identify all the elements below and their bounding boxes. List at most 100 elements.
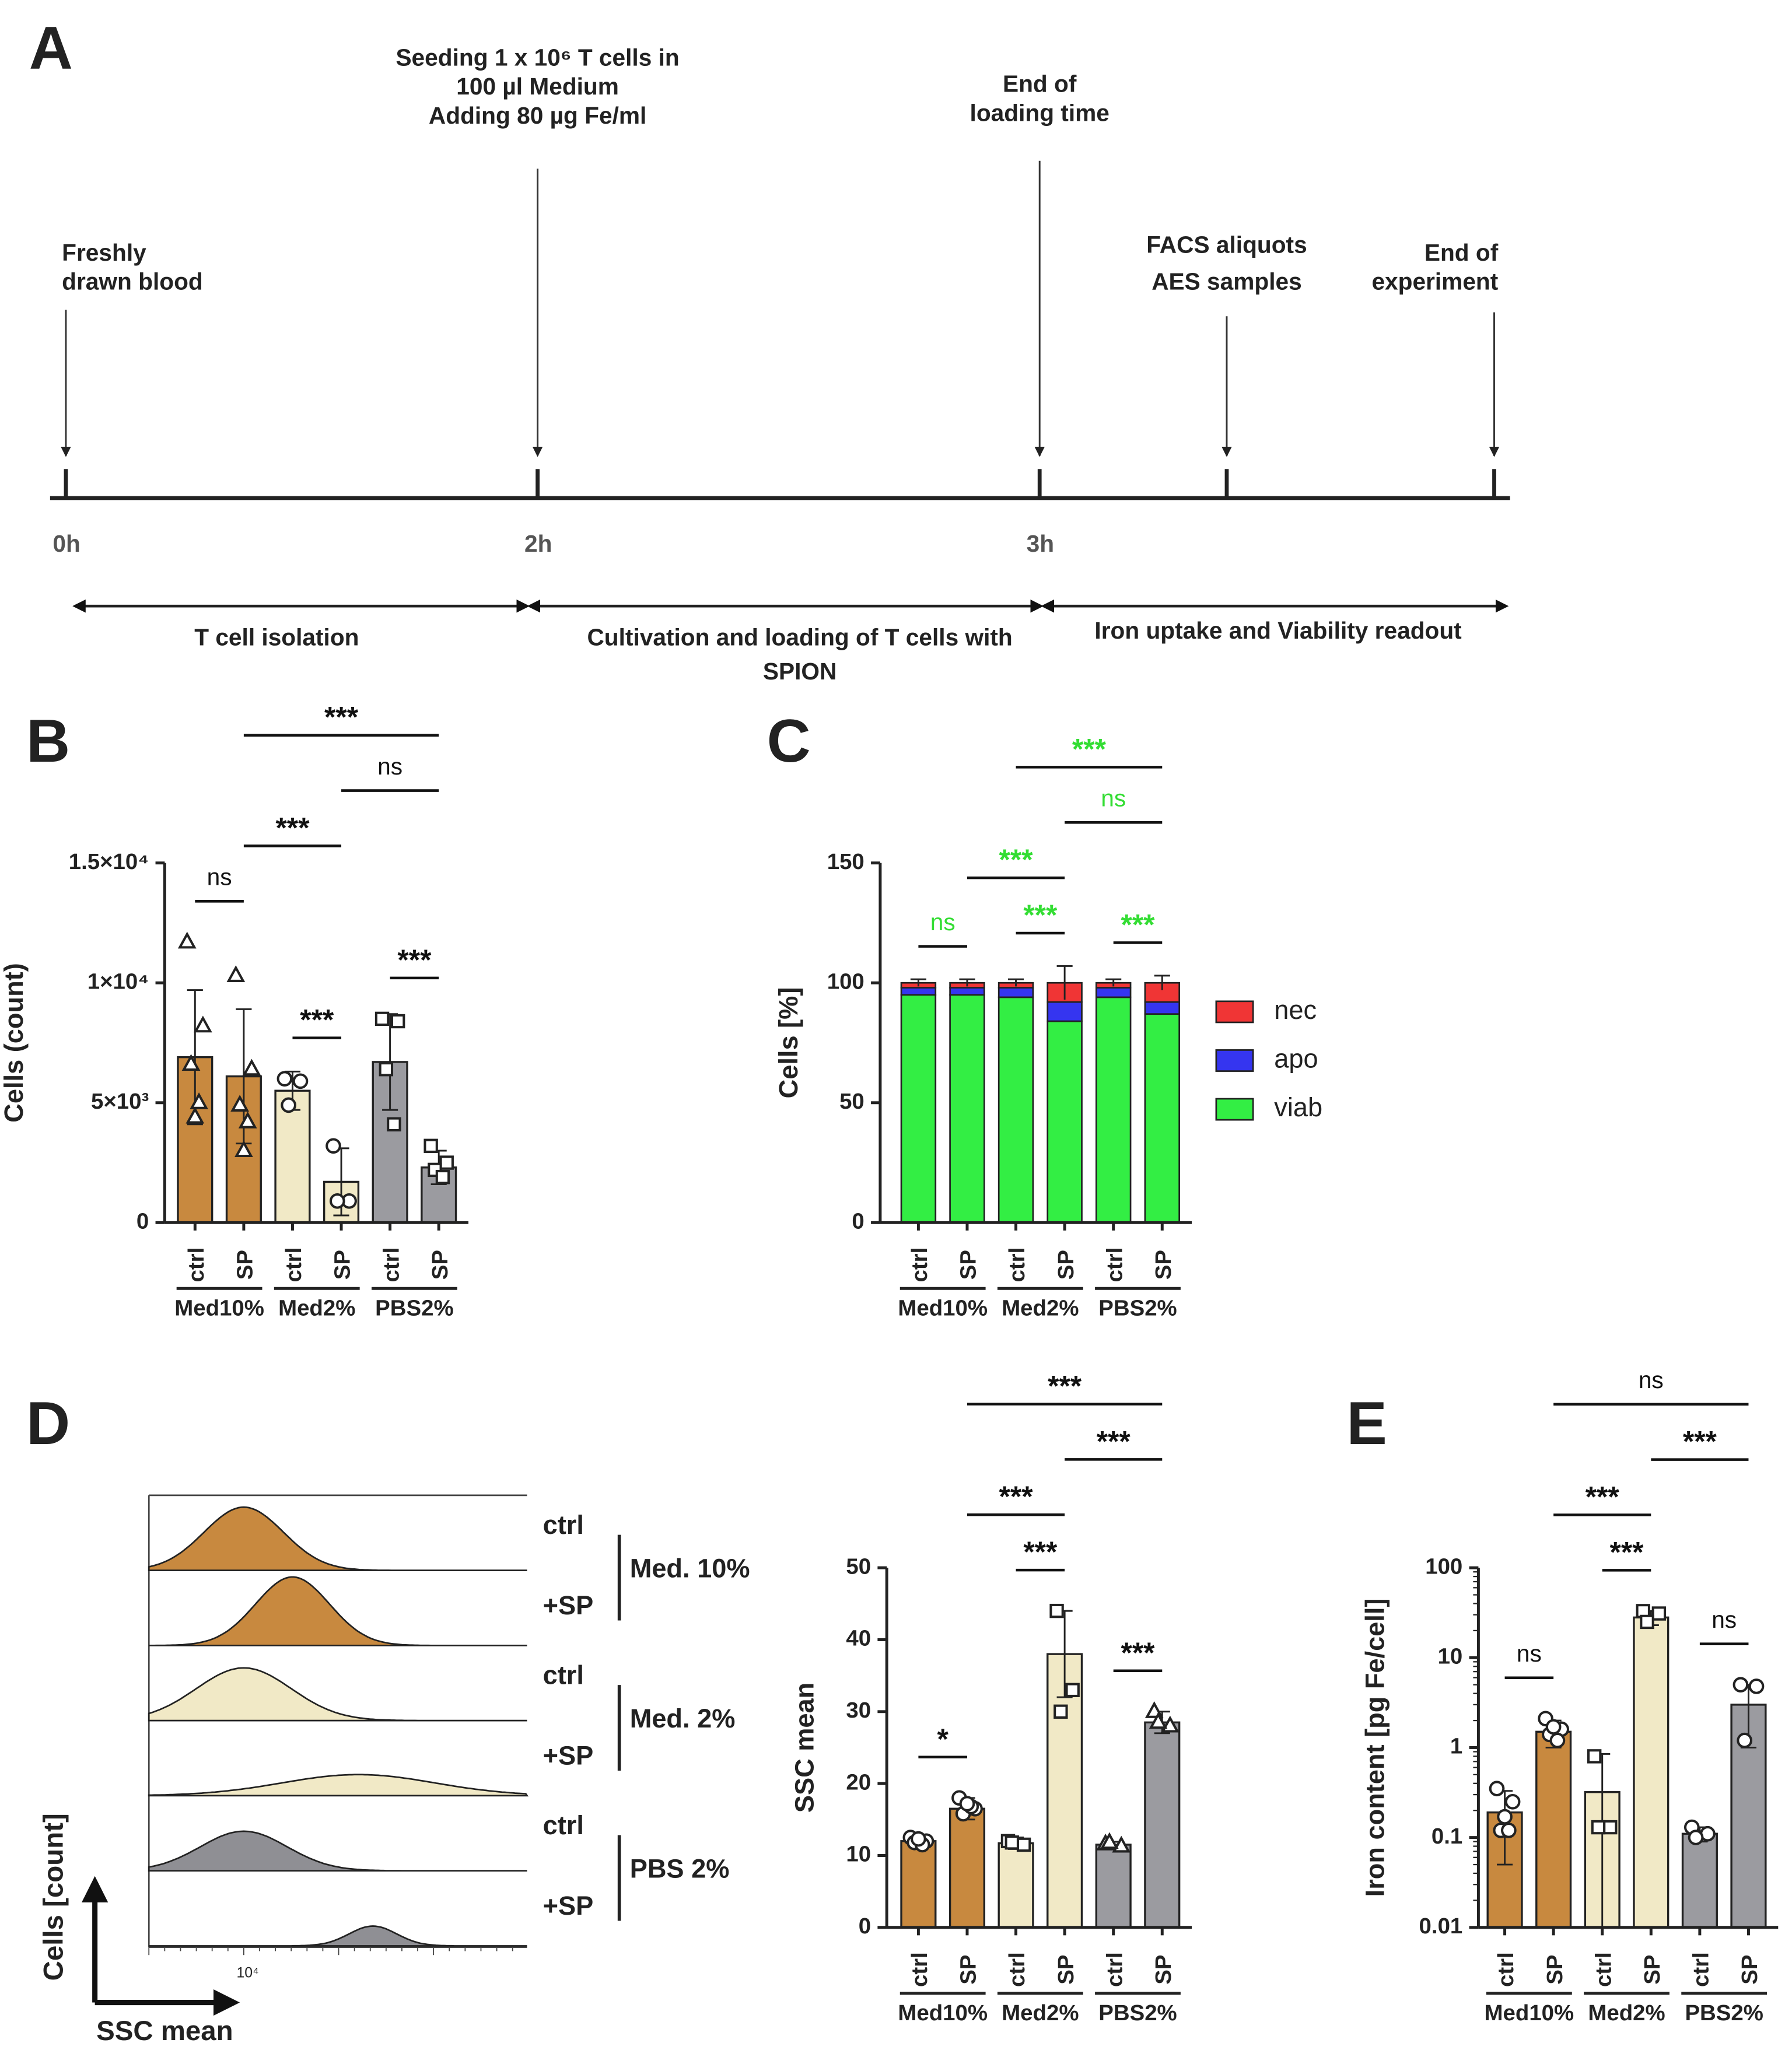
y-tick-label: 0.01 <box>1419 1914 1463 1939</box>
bar-segment <box>1095 987 1132 998</box>
significance-label: *** <box>999 1480 1034 1513</box>
data-point <box>1100 1832 1119 1849</box>
x-tick-label: SP <box>1737 1954 1762 1984</box>
row-label: ctrl <box>543 1660 584 1690</box>
data-point <box>1501 1823 1517 1838</box>
group-label: PBS2% <box>375 1296 453 1321</box>
group-label: Med2% <box>1002 2000 1079 2026</box>
x-tick-label: ctrl <box>907 1952 932 1987</box>
x-tick-label: SP <box>956 1954 981 1984</box>
x-tick-label: SP <box>428 1250 453 1280</box>
x-tick-label: SP <box>233 1250 258 1280</box>
y-tick-label: 5×10³ <box>91 1089 149 1114</box>
significance-label: *** <box>1121 908 1155 941</box>
data-point <box>435 1170 450 1185</box>
group-label: PBS2% <box>1685 2000 1763 2026</box>
group-label: PBS 2% <box>630 1854 730 1884</box>
y-tick-label: 0 <box>859 1914 871 1939</box>
bar <box>998 1842 1034 1929</box>
group-label: Med10% <box>898 1296 988 1321</box>
significance-label: ns <box>207 864 232 891</box>
group-label: Med2% <box>278 1296 355 1321</box>
x-tick-label: ctrl <box>1005 1952 1030 1987</box>
significance-label: *** <box>1097 1425 1131 1457</box>
row-label: +SP <box>543 1891 594 1921</box>
x-tick-label: SP <box>1054 1250 1079 1280</box>
row-label: +SP <box>543 1740 594 1770</box>
event-label: drawn blood <box>62 268 203 295</box>
data-point <box>1688 1830 1704 1845</box>
x-tick-label: ctrl <box>1493 1952 1518 1987</box>
data-point <box>1545 1719 1562 1735</box>
y-tick-label: 0 <box>852 1208 864 1233</box>
x-tick-label: SP <box>1054 1954 1079 1984</box>
data-point <box>1732 1677 1749 1693</box>
y-tick-label: 100 <box>1425 1554 1462 1579</box>
data-point <box>424 1138 438 1153</box>
bar <box>949 1807 986 1929</box>
data-point <box>1005 1835 1019 1850</box>
row-label: +SP <box>543 1590 594 1620</box>
bar <box>900 1840 937 1929</box>
data-point <box>326 1138 341 1154</box>
legend-label: viab <box>1274 1092 1322 1122</box>
axis-label: SSC mean <box>96 2016 233 2047</box>
bar <box>1046 1653 1083 1929</box>
data-point <box>1549 1732 1566 1748</box>
x-tick-label: ctrl <box>281 1247 306 1282</box>
significance-label: *** <box>999 843 1034 876</box>
data-point <box>329 1193 345 1209</box>
y-tick-label: 0.1 <box>1432 1824 1462 1849</box>
bar <box>1095 1844 1132 1929</box>
data-point <box>242 1059 261 1076</box>
data-point <box>1587 1749 1602 1764</box>
panel-label: C <box>767 707 811 775</box>
significance-label: *** <box>1023 1536 1058 1568</box>
significance-label: ns <box>1639 1366 1664 1393</box>
data-point <box>1603 1820 1618 1835</box>
bar-segment <box>949 994 985 1224</box>
bar-segment <box>1095 996 1132 1224</box>
panel-label: B <box>26 707 70 775</box>
event-label: End of <box>1424 239 1499 266</box>
data-point <box>1651 1606 1667 1621</box>
legend-swatch <box>1215 1000 1254 1024</box>
data-point <box>1489 1781 1505 1797</box>
y-tick-label: 150 <box>827 849 864 874</box>
event-label: AES samples <box>1152 268 1302 295</box>
group-label: Med2% <box>1588 2000 1665 2026</box>
event-label: loading time <box>970 99 1110 126</box>
data-point <box>379 1062 394 1077</box>
significance-label: *** <box>1023 899 1058 931</box>
histogram-curve <box>149 1576 527 1646</box>
x-tick-label: ctrl <box>184 1247 209 1282</box>
significance-label: ns <box>1517 1640 1542 1667</box>
row-label: ctrl <box>543 1810 584 1840</box>
event-label: End of <box>1003 71 1077 97</box>
significance-label: *** <box>1610 1536 1644 1568</box>
x-tick-label: SP <box>956 1250 981 1280</box>
significance-label: *** <box>1048 1370 1082 1403</box>
significance-label: *** <box>1072 733 1107 765</box>
group-label: Med. 2% <box>630 1704 736 1733</box>
y-tick-label: 1×10⁴ <box>88 969 149 994</box>
bar-segment <box>998 996 1034 1224</box>
event-label: Seeding 1 x 10⁶ T cells in <box>396 44 679 71</box>
histogram-curve <box>149 1925 527 1947</box>
x-tick-label: ctrl <box>1005 1247 1030 1282</box>
panel-label: E <box>1347 1390 1387 1457</box>
significance-label: * <box>937 1723 949 1755</box>
significance-label: *** <box>275 811 310 844</box>
data-point <box>387 1117 401 1131</box>
group-label: Med10% <box>1485 2000 1574 2026</box>
significance-label: *** <box>300 1004 334 1036</box>
data-point <box>230 1095 249 1112</box>
time-label: 3h <box>1027 530 1054 557</box>
group-label: PBS2% <box>1098 2000 1177 2026</box>
legend-label: nec <box>1274 995 1317 1025</box>
panel-label: D <box>26 1390 70 1457</box>
x-tick-label: SP <box>330 1250 355 1280</box>
group-label: Med2% <box>1002 1296 1079 1321</box>
data-point <box>1054 1704 1068 1719</box>
y-axis-label: Cells [%] <box>774 987 803 1099</box>
